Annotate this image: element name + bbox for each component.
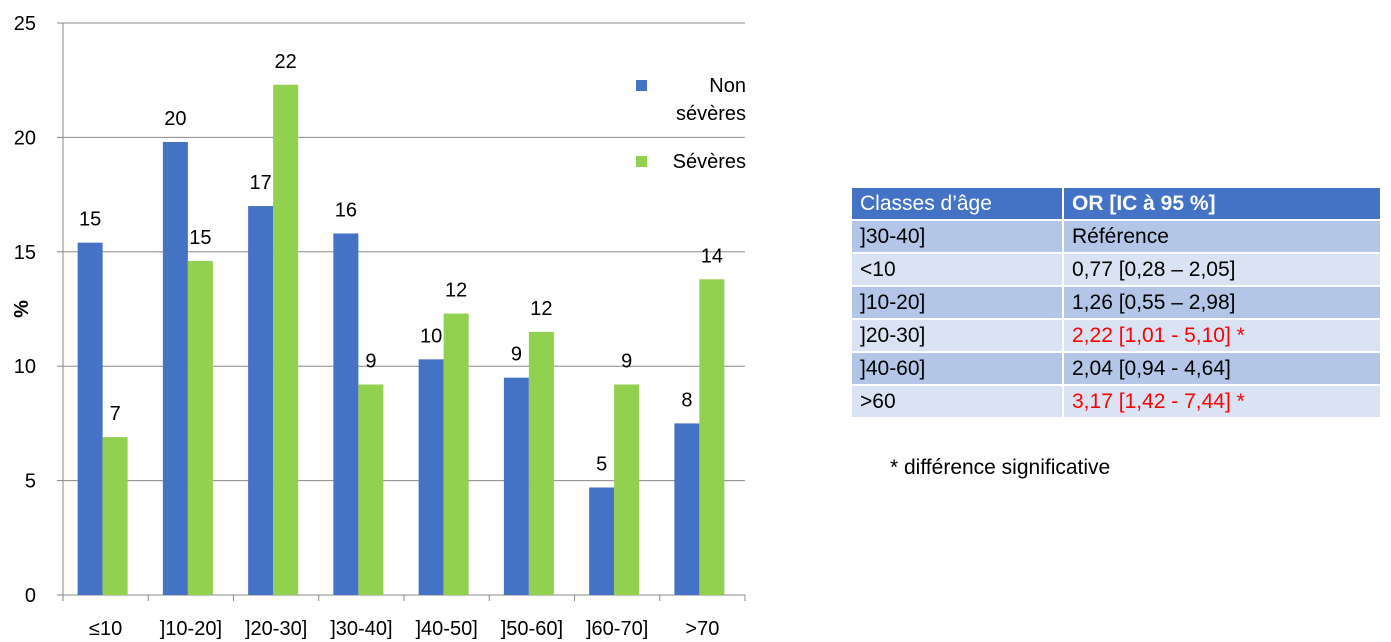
legend-label-line: sévères: [675, 103, 746, 125]
bar-severes: [102, 437, 128, 595]
bar-severes: [443, 313, 469, 595]
legend-item-severes: Sévères: [636, 148, 746, 176]
data-label: 7: [110, 403, 121, 425]
data-label: 15: [189, 227, 211, 249]
table-cell-or-significant: 3,17 [1,42 - 7,44] *: [1062, 384, 1382, 419]
table-row: ]20-30] 2,22 [1,01 - 5,10] *: [850, 318, 1382, 353]
x-tick-label: ]40-50]: [415, 618, 477, 640]
legend-swatch-severes: [636, 156, 647, 167]
table-cell-or: Référence: [1062, 219, 1382, 254]
table-cell-classe: ]30-40]: [850, 219, 1064, 254]
legend-label-line: Non: [709, 75, 746, 97]
data-label: 14: [701, 245, 723, 267]
chart-legend: Non sévères Sévères: [636, 72, 746, 196]
y-axis-label: %: [11, 300, 33, 318]
bar-severes: [187, 260, 213, 595]
bar-non-severes: [418, 359, 444, 595]
data-label: 10: [420, 325, 442, 347]
x-tick-label: ]30-40]: [330, 618, 392, 640]
bar-non-severes: [674, 423, 700, 595]
table-header-row: Classes d’âge OR [IC à 95 %]: [850, 186, 1382, 221]
bar-severes: [528, 331, 554, 595]
legend-label-non-severes: Non sévères: [651, 72, 746, 128]
y-tick-label: 15: [14, 242, 36, 264]
table-cell-classe: ]10-20]: [850, 285, 1064, 320]
x-tick-label: ]10-20]: [160, 618, 222, 640]
table-cell-classe: ]20-30]: [850, 318, 1064, 353]
table-header-or: OR [IC à 95 %]: [1062, 186, 1382, 221]
x-tick-label: ≤10: [89, 618, 122, 640]
table-row: ]40-60] 2,04 [0,94 - 4,64]: [850, 351, 1382, 386]
data-label: 9: [511, 344, 522, 366]
table-row: <10 0,77 [0,28 – 2,05]: [850, 252, 1382, 287]
bar-non-severes: [248, 206, 274, 596]
x-tick-label: ]20-30]: [245, 618, 307, 640]
table-cell-or: 1,26 [0,55 – 2,98]: [1062, 285, 1382, 320]
table-cell-or: 2,04 [0,94 - 4,64]: [1062, 351, 1382, 386]
data-label: 9: [365, 351, 376, 373]
data-label: 8: [681, 389, 692, 411]
data-label: 20: [164, 108, 186, 130]
x-tick-label: >70: [685, 618, 719, 640]
bar-severes: [358, 384, 384, 595]
data-label: 12: [445, 280, 467, 302]
legend-item-non-severes: Non sévères: [636, 72, 746, 128]
y-tick-label: 5: [25, 471, 36, 493]
data-label: 16: [335, 199, 357, 221]
bar-chart: 0 5 10 15 20 25% ≤10 ]10-20] ]20-30] ]30-40] ]40-5…: [11, 13, 746, 640]
data-label: 9: [621, 351, 632, 373]
y-tick-label: 20: [14, 127, 36, 149]
bar-non-severes: [162, 141, 188, 595]
table-cell-classe: >60: [850, 384, 1064, 419]
data-label: 22: [275, 51, 297, 73]
x-tick-label: ]60-70]: [586, 618, 648, 640]
legend-label-severes: Sévères: [672, 151, 746, 173]
data-label: 5: [596, 453, 607, 475]
table-cell-classe: <10: [850, 252, 1064, 287]
table-cell-or-significant: 2,22 [1,01 - 5,10] *: [1062, 318, 1382, 353]
y-tick-label: 25: [14, 13, 36, 35]
table-cell-or: 0,77 [0,28 – 2,05]: [1062, 252, 1382, 287]
data-label: 12: [530, 298, 552, 320]
bar-severes: [273, 84, 299, 595]
bar-non-severes: [77, 242, 103, 595]
table-footnote: * différence significative: [890, 456, 1111, 479]
bar-severes: [614, 384, 640, 595]
odds-ratio-table: Classes d’âge OR [IC à 95 %] ]30-40] Réf…: [850, 186, 1382, 419]
data-label: 15: [79, 209, 101, 231]
y-tick-label: 10: [14, 356, 36, 378]
legend-swatch-non-severes: [636, 80, 647, 91]
table-row: >60 3,17 [1,42 - 7,44] *: [850, 384, 1382, 419]
bar-non-severes: [503, 377, 529, 595]
table-cell-classe: ]40-60]: [850, 351, 1064, 386]
bar-non-severes: [333, 233, 359, 595]
data-label: 17: [250, 172, 272, 194]
y-tick-label: 0: [25, 585, 36, 607]
table-row: ]10-20] 1,26 [0,55 – 2,98]: [850, 285, 1382, 320]
x-tick-label: ]50-60]: [501, 618, 563, 640]
bar-non-severes: [589, 487, 615, 595]
bar-severes: [699, 279, 725, 595]
table-header-classes: Classes d’âge: [850, 186, 1064, 221]
table-row: ]30-40] Référence: [850, 219, 1382, 254]
